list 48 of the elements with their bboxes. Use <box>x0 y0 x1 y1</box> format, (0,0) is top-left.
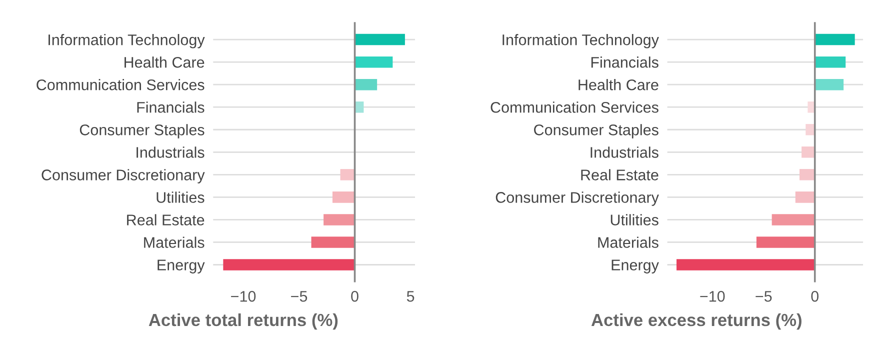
bar <box>795 192 815 203</box>
y-tick-label: Consumer Discretionary <box>42 169 205 184</box>
y-tick-label: Real Estate <box>581 169 658 180</box>
x-tick-label: −5 <box>291 291 308 302</box>
y-tick-label: Energy <box>612 260 659 274</box>
y-tick-label: Communication Services <box>36 79 204 90</box>
bar <box>814 56 846 68</box>
bar <box>324 214 355 226</box>
x-tick-label: −10 <box>231 290 256 302</box>
y-tick-label: Energy <box>158 260 205 274</box>
y-tick-label: Information Technology <box>48 34 205 48</box>
y-tick-label: Utilities <box>610 214 658 226</box>
bar <box>340 169 355 180</box>
y-tick-label: Consumer Staples <box>534 124 658 138</box>
x-axis-title: Active total returns (%) <box>148 313 338 330</box>
x-tick-label: −10 <box>700 290 725 302</box>
bar <box>311 236 355 248</box>
bar <box>354 34 405 46</box>
bar <box>802 146 815 158</box>
bar <box>676 259 815 270</box>
y-tick-label: Materials <box>598 236 658 248</box>
x-axis-title: Active excess returns (%) <box>591 313 802 330</box>
y-tick-label: Consumer Staples <box>80 124 204 138</box>
x-tick-label: −5 <box>756 291 772 302</box>
y-tick-label: Financials <box>591 56 658 68</box>
y-tick-label: Health Care <box>578 79 658 90</box>
x-tick-label: 0 <box>351 290 358 302</box>
y-tick-label: Utilities <box>156 192 204 203</box>
y-tick-label: Financials <box>137 102 204 113</box>
bar <box>814 78 844 90</box>
x-tick-label: 5 <box>406 291 414 302</box>
y-tick-label: Consumer Discretionary <box>496 192 659 206</box>
bar <box>800 169 815 180</box>
bar <box>223 259 355 270</box>
y-tick-label: Real Estate <box>127 214 204 226</box>
x-tick-label: 0 <box>811 290 819 302</box>
bar <box>332 192 355 203</box>
bar <box>814 34 855 46</box>
y-tick-label: Industrials <box>136 146 204 158</box>
y-tick-label: Communication Services <box>490 102 658 113</box>
bar <box>756 236 815 248</box>
y-tick-label: Materials <box>144 236 204 248</box>
y-tick-label: Industrials <box>590 146 658 158</box>
y-tick-label: Information Technology <box>502 34 659 48</box>
y-tick-label: Health Care <box>124 56 204 68</box>
bar <box>772 214 815 226</box>
bar <box>354 78 378 90</box>
bar <box>354 56 393 68</box>
